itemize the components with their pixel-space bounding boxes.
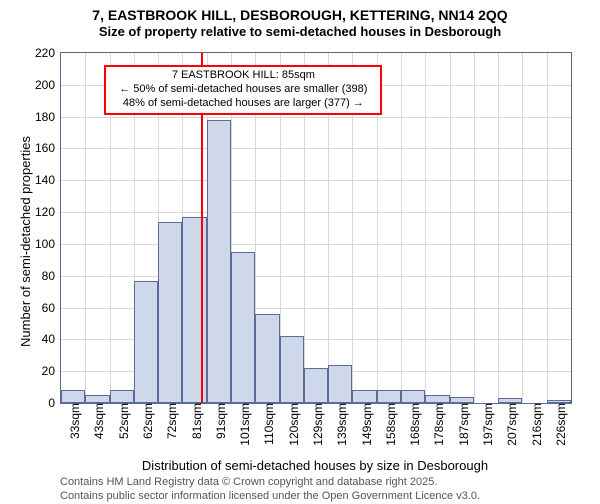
ytick-label: 40 bbox=[42, 332, 61, 346]
histogram-bar bbox=[280, 336, 304, 403]
gridline-v bbox=[498, 53, 499, 403]
histogram-bar bbox=[401, 390, 425, 403]
ytick-label: 120 bbox=[35, 205, 61, 219]
histogram-bar bbox=[61, 390, 85, 403]
annotation-line-2: ← 50% of semi-detached houses are smalle… bbox=[110, 83, 376, 97]
annotation-line-3: 48% of semi-detached houses are larger (… bbox=[110, 97, 376, 111]
xtick-label: 129sqm bbox=[307, 403, 325, 446]
gridline-v bbox=[85, 53, 86, 403]
gridline-v bbox=[401, 53, 402, 403]
gridline-h bbox=[61, 148, 571, 149]
gridline-h bbox=[61, 212, 571, 213]
histogram-bar bbox=[110, 390, 134, 403]
xtick-label: 178sqm bbox=[428, 403, 446, 446]
annotation-box: 7 EASTBROOK HILL: 85sqm← 50% of semi-det… bbox=[104, 65, 382, 114]
histogram-bar bbox=[231, 252, 255, 403]
xtick-label: 226sqm bbox=[550, 403, 568, 446]
gridline-v bbox=[450, 53, 451, 403]
ytick-label: 200 bbox=[35, 78, 61, 92]
xtick-label: 91sqm bbox=[210, 403, 228, 439]
ytick-label: 20 bbox=[42, 364, 61, 378]
histogram-bar bbox=[352, 390, 376, 403]
plot-area: 02040608010012014016018020022033sqm43sqm… bbox=[60, 52, 572, 404]
ytick-label: 100 bbox=[35, 237, 61, 251]
xtick-label: 168sqm bbox=[404, 403, 422, 446]
histogram-bar bbox=[377, 390, 401, 403]
histogram-bar bbox=[255, 314, 279, 403]
attribution-footer: Contains HM Land Registry data © Crown c… bbox=[60, 476, 480, 504]
xtick-label: 52sqm bbox=[113, 403, 131, 439]
footer-line-1: Contains HM Land Registry data © Crown c… bbox=[60, 476, 480, 490]
histogram-bar bbox=[207, 120, 231, 403]
xtick-label: 101sqm bbox=[234, 403, 252, 446]
xtick-label: 149sqm bbox=[356, 403, 374, 446]
xtick-label: 139sqm bbox=[331, 403, 349, 446]
chart-container: { "title": "7, EASTBROOK HILL, DESBOROUG… bbox=[0, 0, 600, 500]
xtick-label: 187sqm bbox=[453, 403, 471, 446]
gridline-h bbox=[61, 117, 571, 118]
gridline-h bbox=[61, 276, 571, 277]
histogram-bar bbox=[328, 365, 352, 403]
xtick-label: 33sqm bbox=[64, 403, 82, 439]
ytick-label: 80 bbox=[42, 269, 61, 283]
ytick-label: 140 bbox=[35, 173, 61, 187]
xtick-label: 81sqm bbox=[186, 403, 204, 439]
xtick-label: 110sqm bbox=[258, 403, 276, 445]
ytick-label: 220 bbox=[35, 46, 61, 60]
gridline-v bbox=[474, 53, 475, 403]
xtick-label: 216sqm bbox=[526, 403, 544, 446]
gridline-h bbox=[61, 180, 571, 181]
ytick-label: 160 bbox=[35, 141, 61, 155]
xtick-label: 72sqm bbox=[161, 403, 179, 439]
gridline-v bbox=[425, 53, 426, 403]
gridline-v bbox=[522, 53, 523, 403]
histogram-bar bbox=[304, 368, 328, 403]
annotation-line-1: 7 EASTBROOK HILL: 85sqm bbox=[110, 69, 376, 83]
gridline-h bbox=[61, 244, 571, 245]
xtick-label: 158sqm bbox=[380, 403, 398, 446]
y-axis-label: Number of semi-detached properties bbox=[18, 136, 33, 347]
chart-title: 7, EASTBROOK HILL, DESBOROUGH, KETTERING… bbox=[0, 0, 600, 24]
histogram-bar bbox=[182, 217, 206, 403]
xtick-label: 197sqm bbox=[477, 403, 495, 446]
x-axis-label: Distribution of semi-detached houses by … bbox=[60, 458, 570, 473]
histogram-bar bbox=[158, 222, 182, 403]
histogram-bar bbox=[425, 395, 449, 403]
chart-subtitle: Size of property relative to semi-detach… bbox=[0, 24, 600, 39]
xtick-label: 207sqm bbox=[501, 403, 519, 446]
histogram-bar bbox=[85, 395, 109, 403]
ytick-label: 60 bbox=[42, 301, 61, 315]
gridline-v bbox=[547, 53, 548, 403]
xtick-label: 120sqm bbox=[283, 403, 301, 446]
ytick-label: 180 bbox=[35, 110, 61, 124]
xtick-label: 62sqm bbox=[137, 403, 155, 439]
ytick-label: 0 bbox=[48, 396, 61, 410]
xtick-label: 43sqm bbox=[88, 403, 106, 439]
footer-line-2: Contains public sector information licen… bbox=[60, 490, 480, 504]
histogram-bar bbox=[134, 281, 158, 404]
